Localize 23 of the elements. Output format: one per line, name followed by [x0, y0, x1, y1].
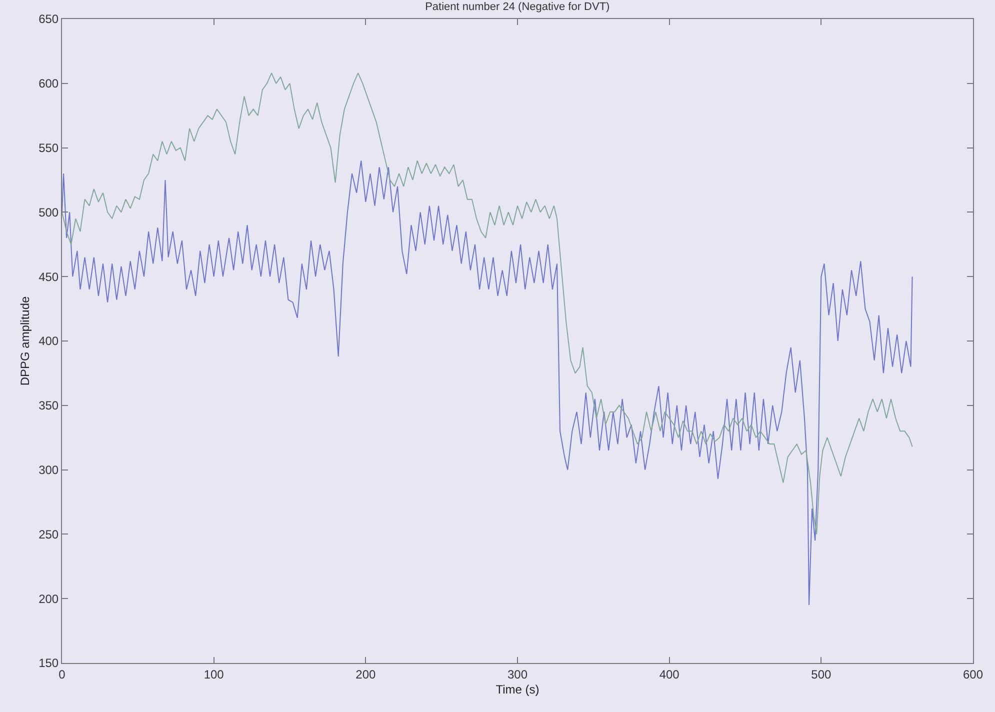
x-tick-label: 0 [58, 667, 66, 682]
y-tick-label: 650 [38, 12, 59, 26]
line-series [62, 72, 913, 535]
y-tick-label: 550 [38, 141, 59, 155]
x-tick-label: 100 [204, 667, 224, 682]
x-tick-label: 500 [811, 667, 832, 682]
y-tick-label: 500 [38, 205, 59, 220]
chart-title: Patient number 24 (Negative for DVT) [425, 0, 610, 13]
y-tick-label: 300 [38, 463, 59, 477]
x-tick-label: 200 [356, 667, 376, 682]
x-tick-label: 300 [507, 667, 528, 682]
x-tick-label: 600 [962, 667, 984, 682]
y-axis-title: DPPG amplitude [18, 296, 32, 386]
x-axis-title: Time (s) [496, 682, 540, 696]
line-series [62, 160, 913, 606]
y-tick-label: 400 [38, 334, 59, 348]
y-tick-label: 200 [38, 592, 59, 606]
y-tick-label: 450 [38, 270, 59, 284]
y-tick-label: 250 [38, 527, 59, 542]
y-tick-label: 150 [38, 656, 59, 670]
x-tick-label: 400 [659, 667, 680, 682]
y-tick-label: 600 [38, 76, 59, 91]
y-tick-label: 350 [38, 398, 59, 413]
